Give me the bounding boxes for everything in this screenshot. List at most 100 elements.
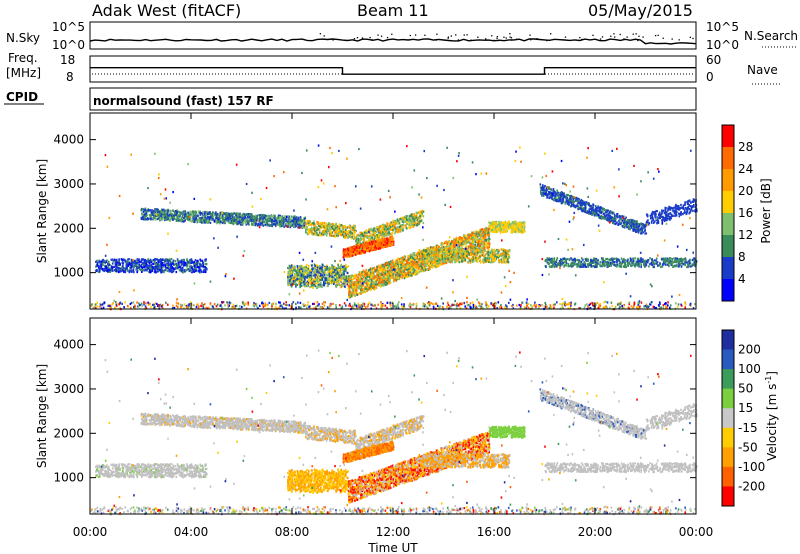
power-pixel [269,220,271,223]
power-pixel [169,213,171,216]
noise-search-point [635,33,637,35]
power-pixel [199,213,202,216]
power-pixel [183,220,185,223]
power-pixel [325,276,328,280]
power-pixel [325,222,327,225]
power-pixel [234,216,237,219]
power-pixel [157,262,159,266]
power-pixel [134,262,137,265]
power-pixel [163,213,165,216]
power-pixel [178,269,181,272]
power-pixel [266,214,268,217]
power-pixel [346,226,349,229]
noise-search-point [579,36,581,39]
power-pixel [373,248,376,251]
power-pixel [233,219,236,222]
power-pixel [229,221,232,225]
power-pixel [281,219,284,222]
power-pixel [215,212,217,215]
power-pixel [302,226,304,229]
power-pixel [300,217,302,220]
power-pixel [228,219,230,222]
power-pixel [289,283,291,286]
power-pixel [406,222,408,225]
power-pixel [328,280,331,283]
power-pixel [302,222,305,225]
power-pixel [340,233,343,236]
power-pixel [134,260,137,263]
power-pixel [377,226,379,229]
power-pixel [313,228,316,231]
noise-search-point [496,35,498,38]
power-pixel [293,275,295,278]
power-pixel [201,264,203,267]
power-pixel [382,234,384,238]
power-pixel [295,219,298,222]
power-pixel [313,263,316,266]
power-pixel [351,248,353,252]
power-pixel [377,230,380,234]
power-pixel [296,264,299,268]
power-pixel [198,266,201,269]
power-pixel [156,270,159,273]
power-pixel [287,283,289,286]
power-pixel [369,231,372,234]
power-pixel [168,214,170,217]
power-pixel [250,213,253,216]
power-pixel [397,219,399,223]
power-pixel [326,273,328,276]
power-pixel [391,240,394,244]
power-pixel [170,218,173,221]
power-pixel [311,222,314,225]
power-pixel [385,225,388,228]
power-pixel [173,268,176,271]
power-pixel [302,219,305,223]
power-pixel [153,209,155,212]
power-pixel [199,268,202,271]
power-pixel [357,237,359,240]
power-pixel [263,221,265,224]
power-pixel [315,232,318,235]
power-pixel [184,219,186,222]
power-pixel [170,258,173,261]
power-pixel [192,268,195,271]
power-pixel [312,278,314,281]
power-pixel [317,228,319,231]
power-pixel [303,278,306,281]
power-pixel [389,228,392,231]
power-pixel [193,218,196,221]
power-pixel [328,227,331,230]
power-pixel [375,242,378,245]
power-pixel [243,215,245,218]
power-pixel [151,269,154,272]
power-pixel [175,270,178,274]
power-pixel [280,219,283,222]
power-pixel [224,220,227,223]
power-pixel [128,261,131,264]
power-pixel [290,278,292,282]
power-pixel [237,220,239,223]
power-pixel [351,246,353,249]
power-pixel [336,225,338,228]
power-pixel [255,214,257,217]
power-pixel [398,219,401,222]
power-pixel [363,231,366,234]
power-pixel [146,218,149,221]
power-pixel [96,269,98,272]
power-pixel [185,213,188,216]
power-pixel [378,226,381,229]
power-pixel [267,217,270,220]
power-pixel [154,217,157,220]
power-pixel [245,217,247,220]
power-pixel [144,207,147,210]
power-pixel [351,232,354,235]
power-pixel [149,258,152,261]
power-pixel [303,283,306,286]
power-pixel [198,271,201,274]
power-pixel [231,215,234,218]
power-pixel [342,274,344,277]
power-pixel [366,287,368,290]
power-pixel [377,247,380,250]
power-pixel [412,220,415,224]
noise-search-point [634,38,636,41]
